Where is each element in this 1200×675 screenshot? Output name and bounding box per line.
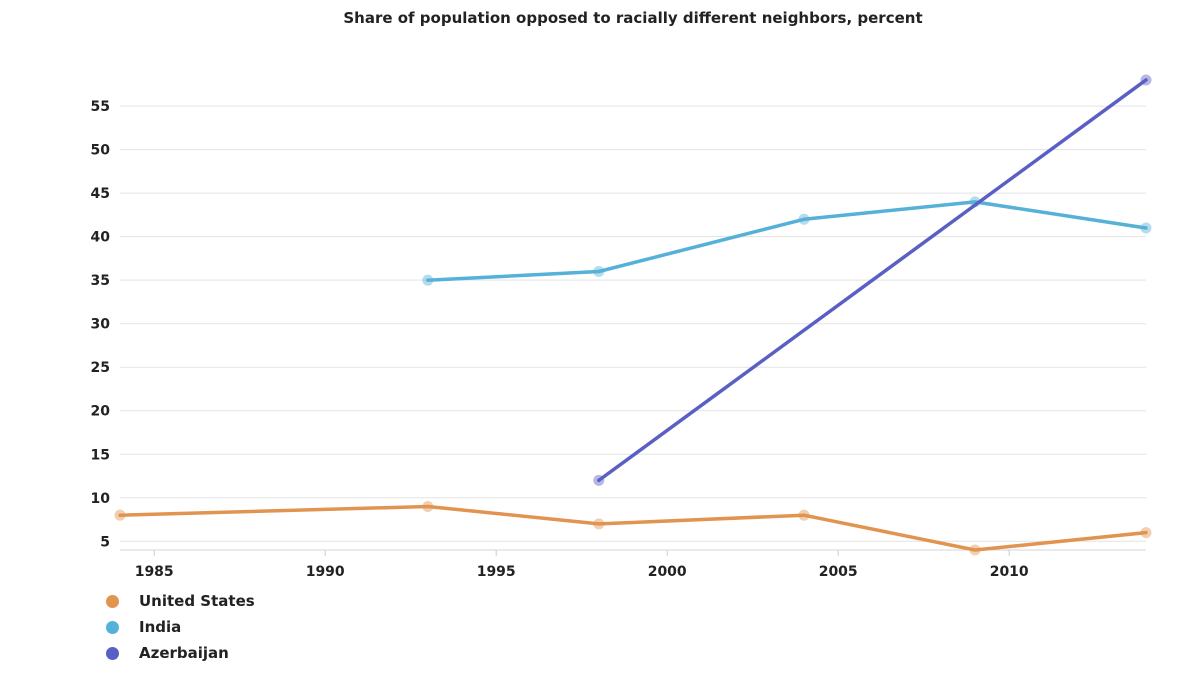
series-united-states bbox=[114, 500, 1152, 556]
x-tick-label-1990: 1990 bbox=[306, 564, 345, 580]
x-tick-label-2010: 2010 bbox=[990, 564, 1029, 580]
line-chart: 5 10 15 20 25 30 35 40 45 50 55 1985 1990 1995 2000 20… bbox=[91, 74, 1152, 580]
series-line-united-states bbox=[118, 504, 1148, 552]
legend-label: United States bbox=[139, 592, 255, 610]
data-point-united-states-2004 bbox=[798, 509, 810, 521]
series-line-india bbox=[426, 200, 1148, 282]
x-axis-ticks: 1985 1990 1995 2000 2005 2010 bbox=[135, 550, 1029, 580]
y-tick-label-5: 5 bbox=[100, 534, 110, 550]
y-tick-label-35: 35 bbox=[91, 273, 110, 289]
x-tick-label-2005: 2005 bbox=[819, 564, 858, 580]
y-tick-label-25: 25 bbox=[91, 360, 110, 376]
series-lines bbox=[114, 74, 1152, 556]
x-tick-label-1995: 1995 bbox=[477, 564, 516, 580]
legend-label: Azerbaijan bbox=[139, 644, 229, 662]
y-tick-label-45: 45 bbox=[91, 186, 110, 202]
data-point-india-2014 bbox=[1140, 222, 1152, 234]
data-point-india-1998 bbox=[593, 265, 605, 277]
legend-swatch-united-states bbox=[106, 594, 119, 608]
legend-item-united-states[interactable]: United States bbox=[106, 588, 255, 614]
legend-label: India bbox=[139, 618, 182, 636]
x-tick-label-1985: 1985 bbox=[135, 564, 174, 580]
series-azerbaijan bbox=[593, 74, 1152, 486]
data-point-united-states-1993 bbox=[422, 500, 434, 512]
data-point-united-states-1984 bbox=[114, 509, 126, 521]
y-axis-ticks: 5 10 15 20 25 30 35 40 45 50 55 bbox=[91, 99, 111, 550]
data-point-united-states-1998 bbox=[593, 518, 605, 530]
data-point-azerbaijan-2014 bbox=[1140, 74, 1152, 86]
data-point-india-1993 bbox=[422, 274, 434, 286]
x-tick-label-2000: 2000 bbox=[648, 564, 687, 580]
data-point-india-2004 bbox=[798, 213, 810, 225]
y-tick-label-55: 55 bbox=[91, 99, 110, 115]
y-tick-label-30: 30 bbox=[91, 317, 111, 333]
legend: United States India Azerbaijan bbox=[106, 588, 255, 666]
legend-item-india[interactable]: India bbox=[106, 614, 255, 640]
series-line-azerbaijan bbox=[597, 78, 1148, 483]
legend-swatch-india bbox=[106, 620, 119, 634]
y-tick-label-50: 50 bbox=[91, 143, 111, 159]
y-tick-label-20: 20 bbox=[91, 404, 111, 420]
y-tick-label-40: 40 bbox=[91, 230, 111, 246]
data-point-united-states-2009 bbox=[969, 544, 981, 556]
series-india bbox=[422, 196, 1152, 286]
data-point-united-states-2014 bbox=[1140, 527, 1152, 539]
legend-item-azerbaijan[interactable]: Azerbaijan bbox=[106, 640, 255, 666]
data-point-azerbaijan-1998 bbox=[593, 474, 605, 486]
y-tick-label-15: 15 bbox=[91, 447, 110, 463]
gridlines bbox=[120, 105, 1146, 551]
legend-swatch-azerbaijan bbox=[106, 646, 119, 660]
y-tick-label-10: 10 bbox=[91, 491, 111, 507]
chart-title: Share of population opposed to racially … bbox=[343, 9, 923, 27]
